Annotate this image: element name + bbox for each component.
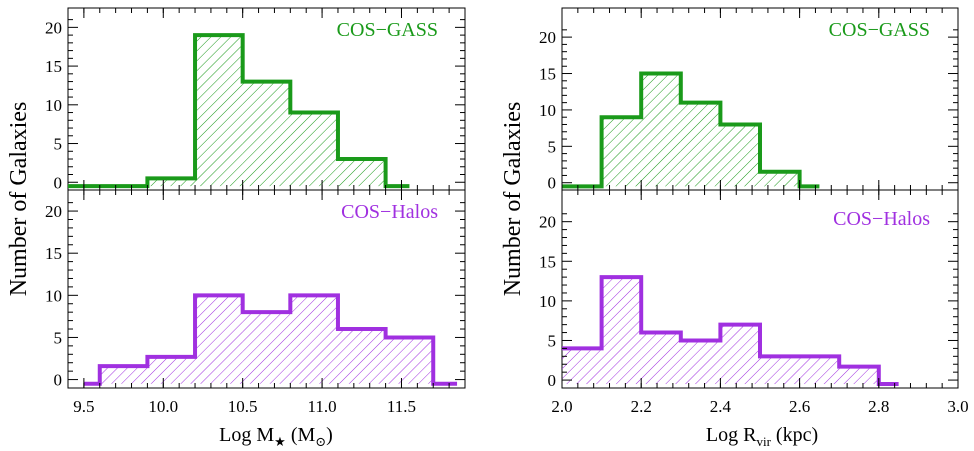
histogram-step-line [83, 293, 458, 386]
x-tick-label: 11.5 [387, 397, 416, 416]
y-tick-label: 20 [539, 28, 556, 47]
y-tick-label: 10 [539, 292, 556, 311]
y-tick-label: 20 [539, 213, 556, 232]
histogram-bar-fill [147, 178, 196, 187]
histogram-bar-fill [337, 159, 386, 187]
histogram-bar-fill [641, 332, 681, 385]
histogram-bar-fill [680, 340, 721, 385]
panel-frame [561, 189, 959, 389]
y-tick-label: 15 [539, 252, 556, 271]
x-tick-label: 10.0 [148, 397, 178, 416]
x-tick-label: 2.8 [868, 397, 889, 416]
x-tick-label: 2.6 [789, 397, 810, 416]
histogram-bar-fill [290, 295, 338, 384]
x-tick-label: 10.5 [228, 397, 258, 416]
histogram-bar-fill [99, 366, 148, 384]
histogram-bar-fill [799, 356, 840, 385]
panel-label: COS−Halos [833, 208, 930, 230]
histogram-bar-fill [195, 295, 243, 384]
histogram-bar-fill [337, 329, 386, 384]
y-tick-label: 5 [54, 135, 63, 154]
histogram-bar-fill [195, 35, 243, 187]
histogram-bar-fill [720, 124, 760, 187]
y-tick-label: 10 [539, 101, 556, 120]
y-tick-label: 0 [548, 371, 557, 390]
histogram-bar-fill [562, 348, 602, 385]
panel-label: COS−GASS [829, 19, 930, 41]
histogram-bar-fill [760, 356, 800, 385]
right-bottom-panel: 0 5 10 15 20 2.0 2.2 2.4 2.6 2.8 3.0 COS−Halos [539, 189, 969, 416]
x-tick-label: 3.0 [947, 397, 968, 416]
y-tick-label: 5 [548, 137, 557, 156]
y-tick-label: 20 [45, 202, 62, 221]
y-tick-label: 0 [54, 173, 63, 192]
histogram-bar-fill [601, 117, 642, 187]
left-y-axis-label: Number of Galaxies [6, 102, 32, 297]
x-tick-label: 2.2 [631, 397, 652, 416]
histogram-step-line [562, 71, 820, 189]
right-top-panel: 0 5 10 15 20 COS−GASS [539, 7, 959, 193]
left-x-axis-label: Log M★ (M⊙) [219, 424, 333, 449]
x-tick-label: 2.0 [551, 397, 572, 416]
x-tick-label: 11.0 [308, 397, 337, 416]
histogram-bar-fill [385, 337, 434, 384]
histogram-step-line [68, 33, 410, 189]
y-tick-label: 15 [539, 65, 556, 84]
panel-frame [67, 189, 466, 389]
histogram-bar-fill [147, 356, 196, 384]
histogram-bar-fill [839, 366, 879, 385]
x-tick-label: 2.4 [710, 397, 732, 416]
left-top-panel: 0 5 10 15 20 COS−GASS [45, 7, 466, 192]
y-tick-label: 10 [45, 96, 62, 115]
y-tick-label: 15 [45, 244, 62, 263]
y-tick-label: 0 [54, 371, 63, 390]
histogram-bar-fill [242, 312, 291, 384]
y-tick-label: 20 [45, 18, 62, 37]
histogram-bar-fill [290, 112, 338, 187]
right-x-axis-label: Log Rvir (kpc) [706, 424, 818, 449]
y-tick-label: 15 [45, 57, 62, 76]
x-tick-label: 9.5 [73, 397, 94, 416]
left-bottom-panel: 0 5 10 15 20 9.5 10.0 10.5 11.0 11.5 COS−Halos [45, 189, 466, 416]
histogram-bar-fill [601, 277, 642, 385]
y-tick-label: 5 [54, 328, 63, 347]
panel-label: COS−GASS [337, 19, 438, 41]
y-tick-label: 0 [548, 174, 557, 193]
right-y-axis-label: Number of Galaxies [500, 102, 526, 297]
panel-label: COS−Halos [341, 201, 438, 223]
histogram-bar-fill [242, 81, 291, 187]
histogram-step-line [562, 275, 899, 387]
histogram-bar-fill [680, 102, 721, 187]
histogram-bar-fill [720, 324, 760, 385]
histogram-bar-fill [760, 171, 800, 187]
histogram-bar-fill [641, 73, 681, 187]
y-tick-label: 5 [548, 331, 557, 350]
y-tick-label: 10 [45, 286, 62, 305]
